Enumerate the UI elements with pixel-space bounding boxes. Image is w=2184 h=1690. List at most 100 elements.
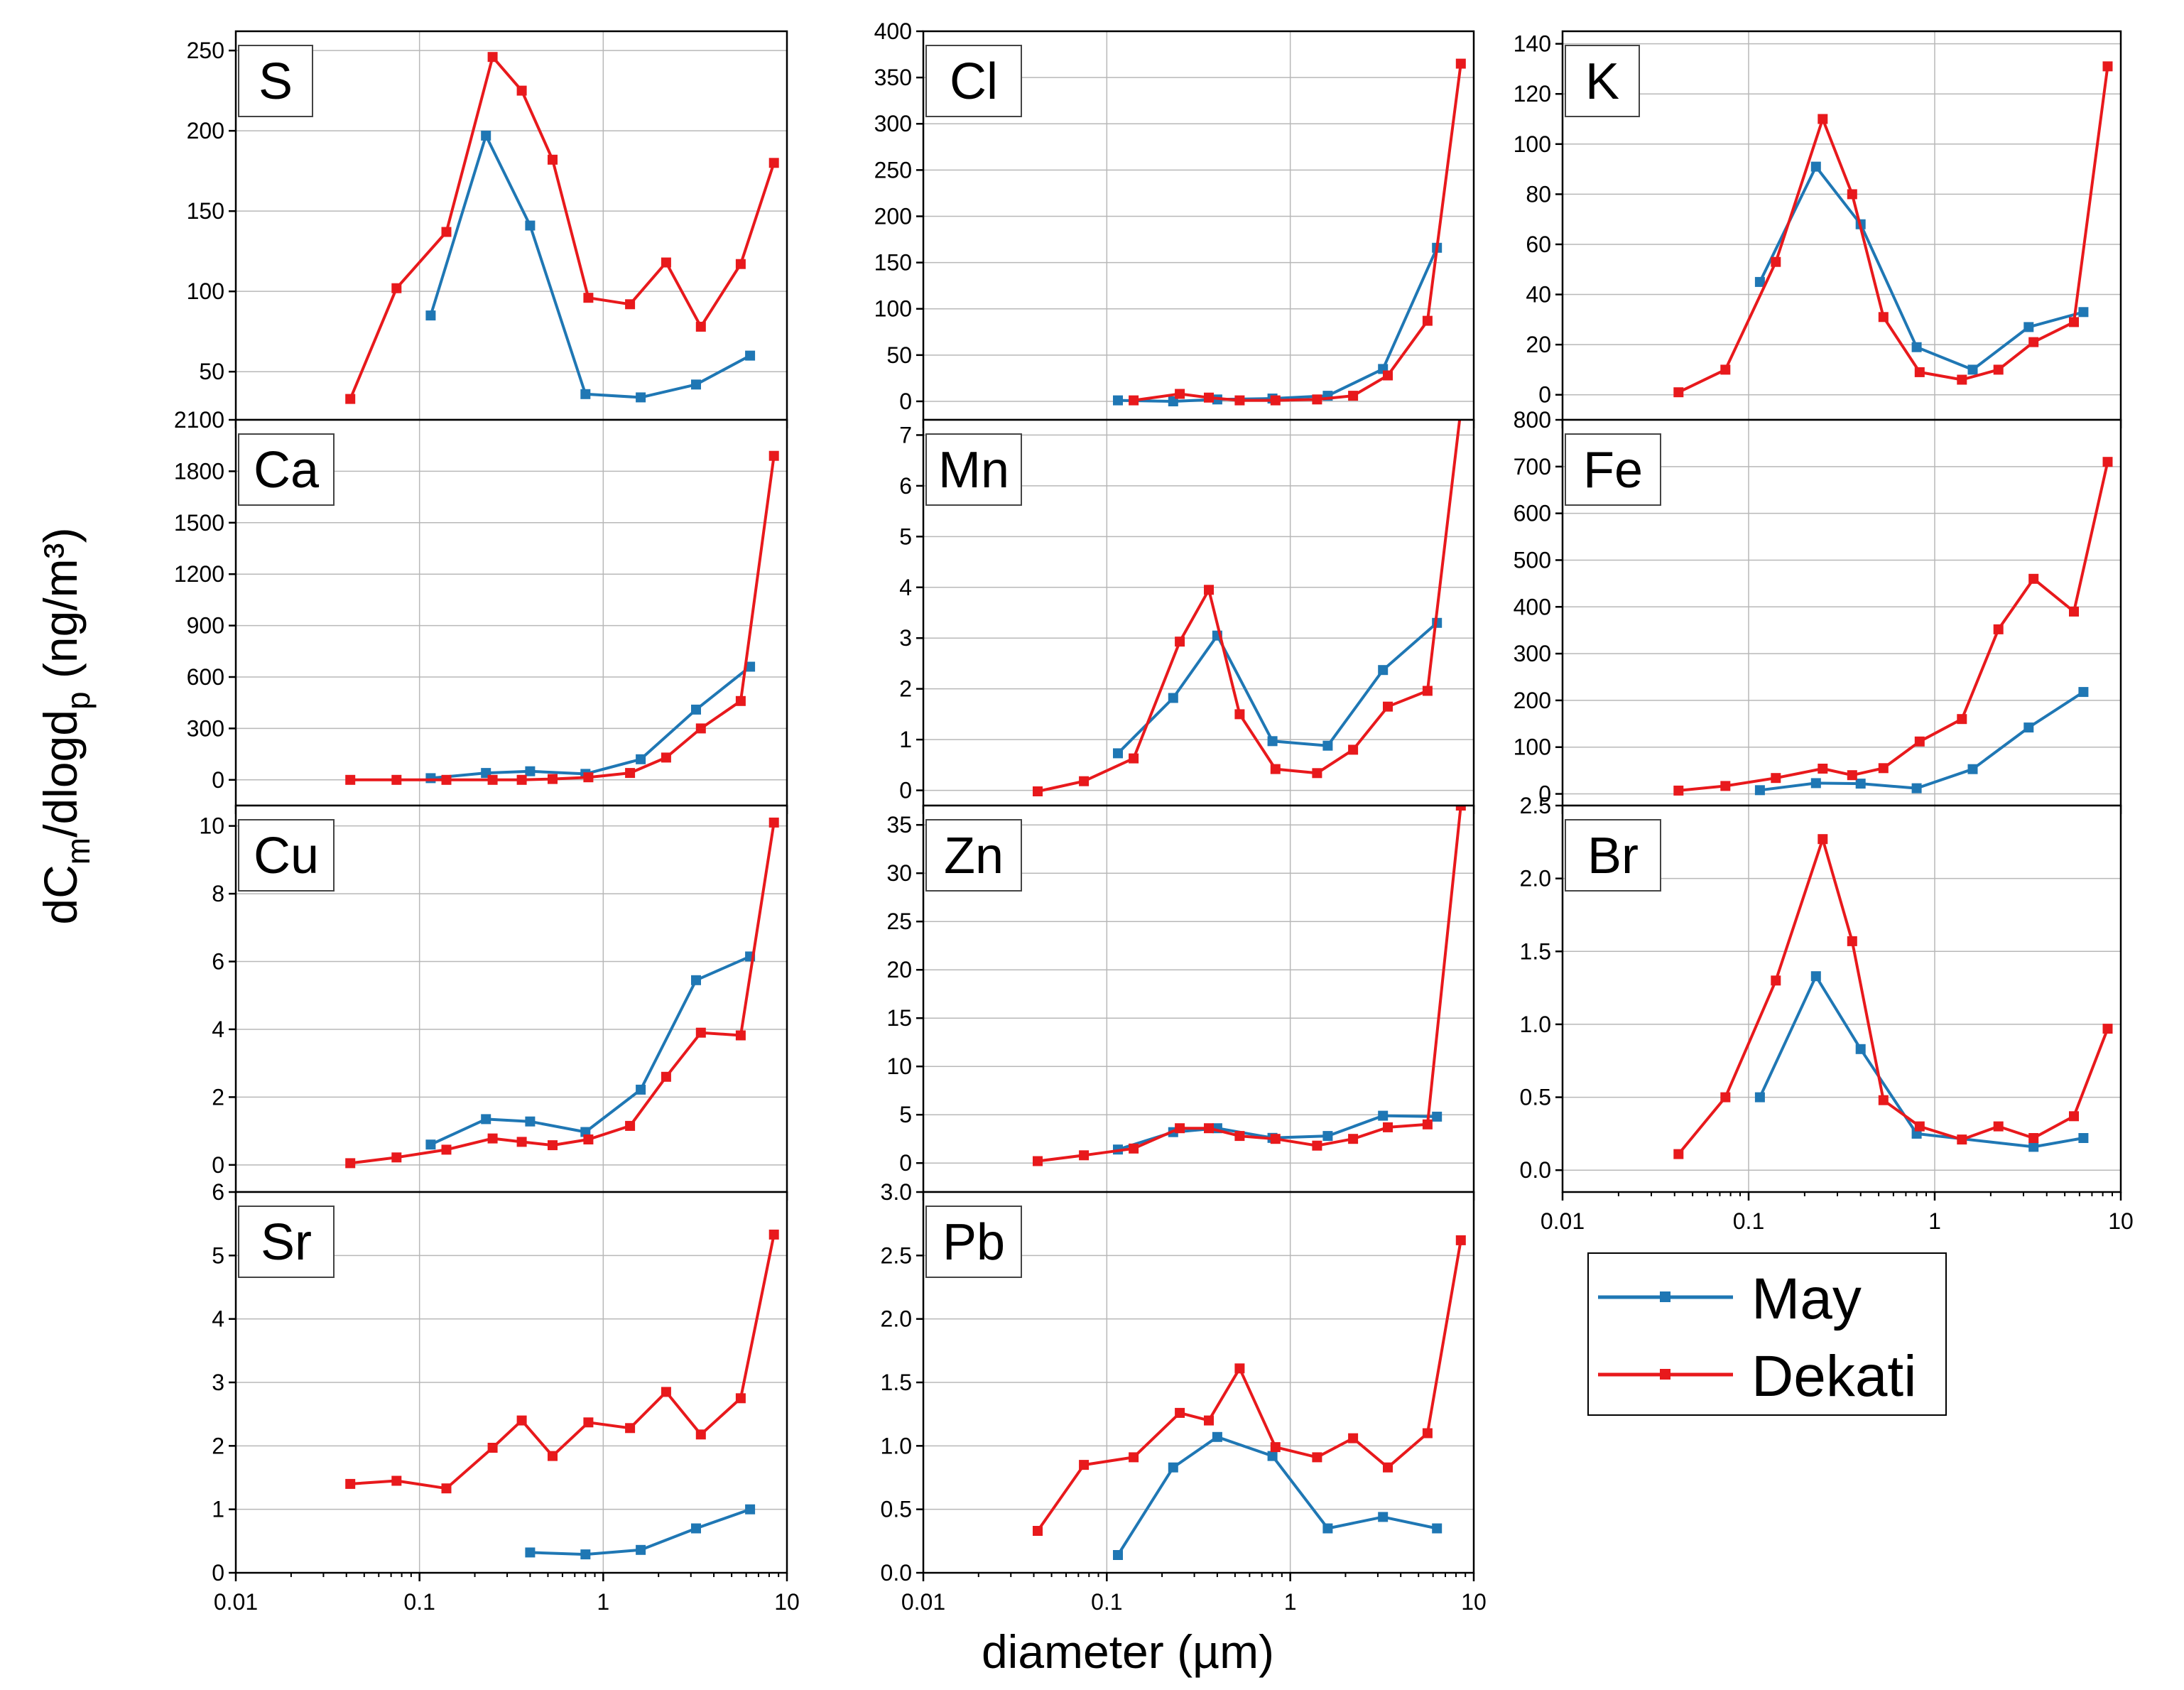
point-cu-dekati <box>516 1137 527 1147</box>
point-br-may <box>1754 1092 1765 1103</box>
y-tick-label-ca: 0 <box>212 767 224 793</box>
plot-frame-pb <box>922 1191 1475 1574</box>
y-axis-title: dCm/dlogdp (ng/m³) <box>34 527 97 924</box>
y-tick-label-mn: 7 <box>899 422 912 448</box>
point-pb-dekati <box>1033 1526 1043 1536</box>
point-br-dekati <box>1771 975 1781 986</box>
point-br-dekati <box>1914 1121 1925 1132</box>
point-cu-dekati <box>487 1133 498 1144</box>
point-ca-dekati <box>548 774 558 784</box>
x-axis-title-text: diameter (µm) <box>982 1625 1274 1678</box>
point-s-dekati <box>661 257 671 268</box>
point-s-dekati <box>548 154 558 165</box>
point-br-may <box>1810 971 1821 982</box>
point-cu-dekati <box>735 1030 746 1041</box>
element-label-box-zn <box>925 819 1022 892</box>
point-mn-dekati <box>1312 768 1322 779</box>
point-pb-dekati <box>1383 1462 1393 1473</box>
y-tick-label-ca: 1800 <box>174 458 224 484</box>
point-sr-may <box>691 1523 701 1534</box>
point-pb-dekati <box>1129 1452 1139 1463</box>
legend-marker-dekati <box>1660 1369 1670 1380</box>
y-tick-label-fe: 500 <box>1514 547 1551 573</box>
point-s-dekati <box>625 299 636 310</box>
point-s-dekati <box>441 227 452 237</box>
point-s-may <box>481 130 491 141</box>
element-label-box-sr <box>238 1206 335 1278</box>
point-fe-dekati <box>1818 764 1828 774</box>
point-ca-may <box>525 766 536 776</box>
point-mn-dekati <box>1234 709 1245 720</box>
y-tick-label-fe: 800 <box>1514 407 1551 433</box>
point-ca-dekati <box>441 774 452 785</box>
point-fe-dekati <box>2102 457 2113 467</box>
point-ca-dekati <box>768 450 779 461</box>
series-group-s <box>345 52 779 404</box>
panel-s: 50 100 150 200 250 S <box>187 30 788 428</box>
point-pb-may <box>1168 1462 1178 1473</box>
point-k-dekati <box>1673 387 1684 398</box>
x-tick-label-sr: 0.1 <box>403 1589 435 1615</box>
point-br-may <box>2078 1133 2089 1143</box>
point-pb-dekati <box>1175 1407 1185 1418</box>
point-sr-dekati <box>391 1475 402 1486</box>
series-group-br <box>1673 834 2113 1159</box>
y-tick-label-mn: 6 <box>899 473 912 499</box>
point-sr-may <box>580 1549 591 1560</box>
point-zn-may <box>1378 1110 1389 1121</box>
series-group-fe <box>1673 457 2113 796</box>
point-s-may <box>745 350 756 361</box>
y-tick-label-br: 1.5 <box>1520 938 1551 964</box>
point-s-dekati <box>516 85 527 96</box>
series-line-cl-dekati <box>1133 63 1462 402</box>
point-s-may <box>580 389 591 399</box>
point-pb-may <box>1113 1550 1123 1560</box>
point-k-may <box>2023 322 2034 332</box>
point-ca-dekati <box>661 752 671 763</box>
point-pb-dekati <box>1270 1442 1281 1453</box>
point-fe-dekati <box>1771 773 1781 784</box>
x-tick-label-pb: 0.01 <box>901 1589 945 1615</box>
point-cu-may <box>525 1116 536 1127</box>
point-k-dekati <box>2102 61 2113 72</box>
y-tick-label-cl: 300 <box>874 111 912 136</box>
y-tick-label-s: 50 <box>199 359 224 384</box>
y-tick-label-ca: 2100 <box>174 407 224 433</box>
point-cl-dekati <box>1175 389 1185 399</box>
y-tick-label-pb: 3.0 <box>881 1179 912 1205</box>
point-cl-dekati <box>1204 392 1214 403</box>
y-tick-label-fe: 300 <box>1514 641 1551 666</box>
y-tick-label-s: 250 <box>187 38 224 63</box>
y-tick-label-sr: 6 <box>212 1179 224 1205</box>
x-tick-label-sr: 1 <box>597 1589 609 1615</box>
point-k-may <box>1967 364 1978 375</box>
y-tick-label-k: 100 <box>1514 131 1551 157</box>
point-k-dekati <box>1720 364 1731 375</box>
point-cu-may <box>691 975 701 985</box>
point-cu-dekati <box>583 1134 594 1144</box>
point-ca-dekati <box>487 774 498 785</box>
element-label-box-ca <box>238 433 335 506</box>
y-tick-label-cl: 200 <box>874 203 912 229</box>
point-cu-dekati <box>345 1158 356 1169</box>
point-br-dekati <box>1673 1149 1684 1159</box>
y-tick-label-cl: 350 <box>874 65 912 90</box>
point-k-dekati <box>1818 114 1828 124</box>
point-mn-dekati <box>1204 585 1214 595</box>
y-tick-label-pb: 1.0 <box>881 1433 912 1458</box>
y-tick-label-sr: 4 <box>212 1306 224 1332</box>
series-line-sr-dekati <box>350 1234 776 1490</box>
point-s-may <box>691 379 701 390</box>
point-k-may <box>1911 342 1922 352</box>
y-tick-label-fe: 400 <box>1514 594 1551 619</box>
point-zn-dekati <box>1383 1122 1393 1132</box>
point-sr-dekati <box>345 1478 356 1489</box>
point-fe-may <box>1911 783 1922 793</box>
point-k-dekati <box>1957 374 1967 385</box>
point-zn-dekati <box>1455 806 1466 811</box>
point-fe-dekati <box>1847 770 1857 781</box>
point-k-dekati <box>2028 337 2039 347</box>
point-zn-dekati <box>1079 1150 1090 1161</box>
series-line-br-dekati <box>1677 838 2109 1155</box>
point-cu-dekati <box>548 1140 558 1151</box>
